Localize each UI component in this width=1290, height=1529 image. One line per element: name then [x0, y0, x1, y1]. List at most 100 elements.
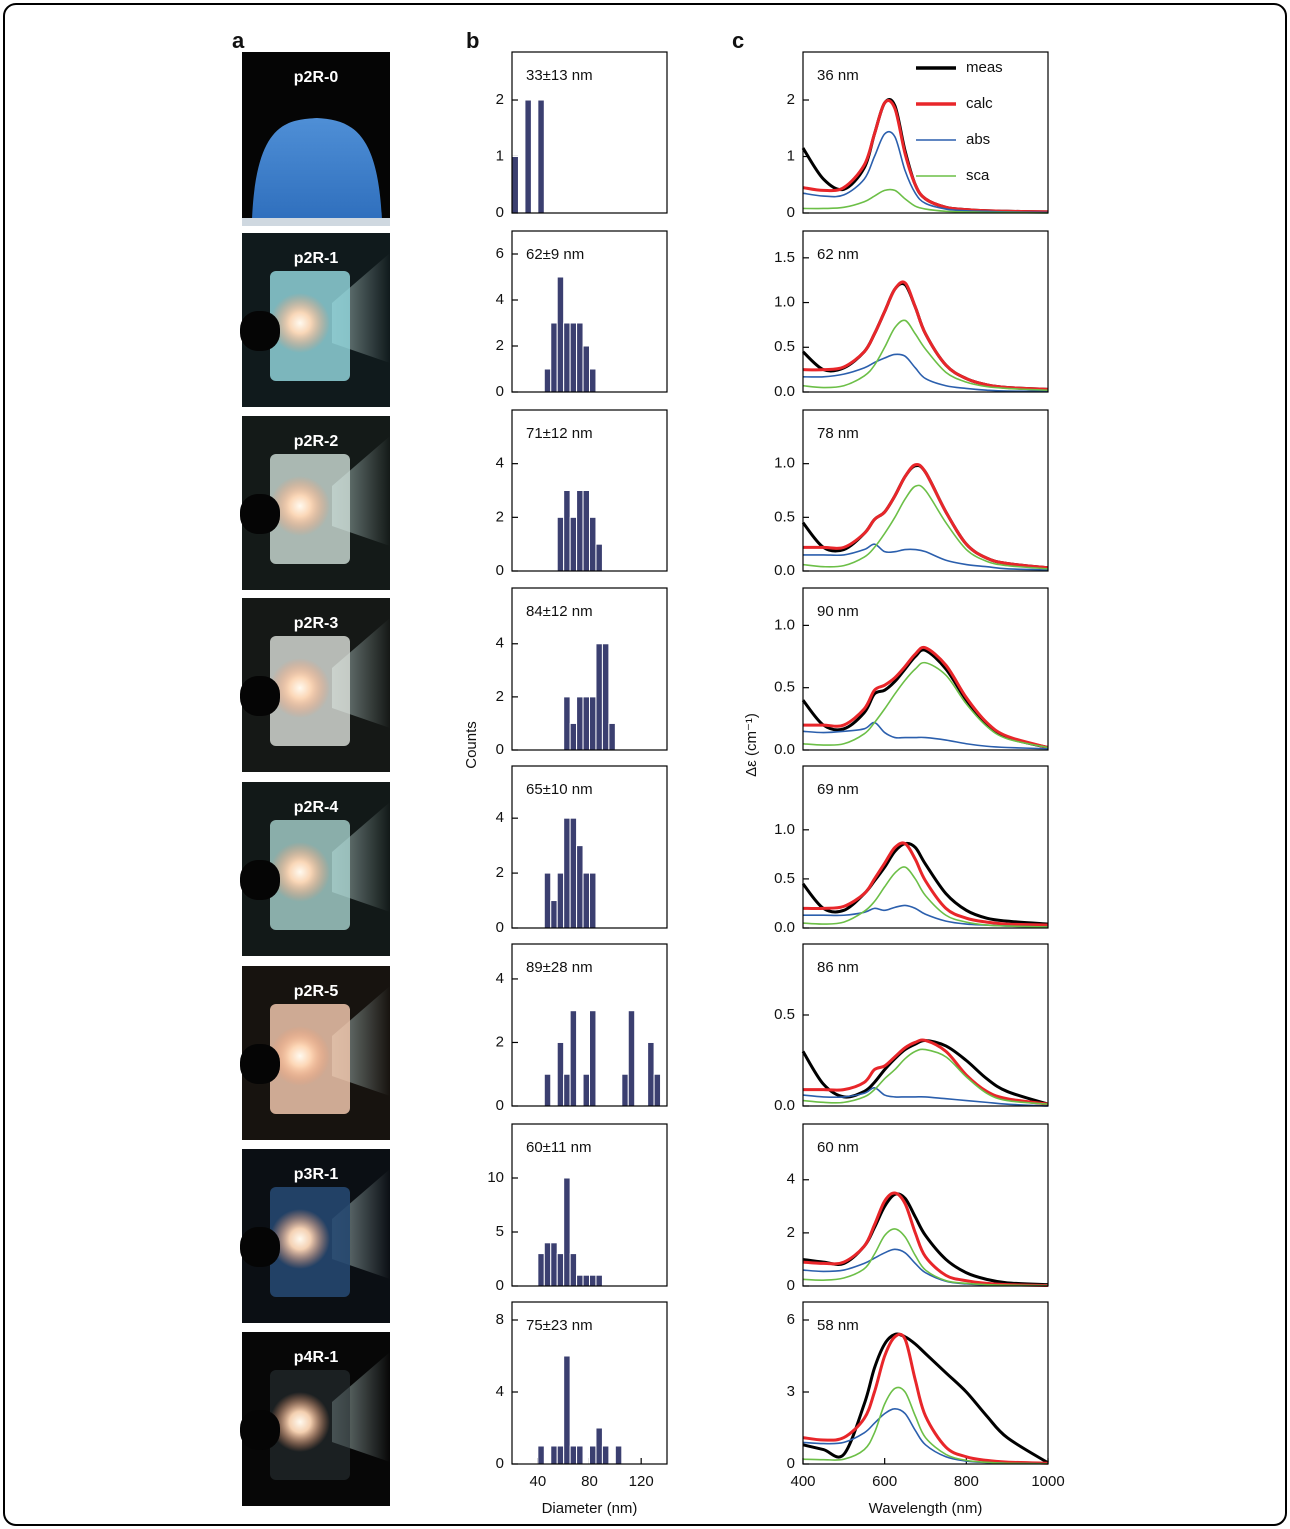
legend-label: meas: [966, 59, 1003, 76]
bar: [556, 872, 565, 929]
annotation: 71±12 nm: [526, 425, 593, 442]
histogram-chart: 0 2 4 65±10 nm: [496, 765, 668, 936]
series-line: [802, 1087, 1049, 1107]
annotation: 58 nm: [817, 1317, 859, 1334]
bar: [589, 1274, 597, 1287]
y-tick-label: 0: [496, 741, 504, 758]
series-line: [802, 130, 1049, 214]
annotation: 62±9 nm: [526, 246, 584, 263]
annotation: 86 nm: [817, 959, 859, 976]
x-tick-label: 120: [629, 1473, 654, 1490]
photo-glow: [270, 293, 330, 353]
legend-label: abs: [966, 131, 990, 148]
x-axis-label: Diameter (nm): [542, 1500, 638, 1517]
histogram-chart: 0 2 4 84±12 nm: [496, 587, 668, 758]
bar: [569, 722, 578, 751]
photo: p3R-1: [240, 1149, 390, 1323]
series-line: [802, 319, 1049, 392]
y-tick-label: 0.0: [774, 919, 795, 936]
bar: [589, 516, 597, 572]
series-line: [802, 353, 1049, 392]
y-tick-label: 0: [496, 1097, 504, 1114]
annotation: 75±23 nm: [526, 1317, 593, 1334]
y-tick-label: 4: [496, 291, 504, 308]
plot-frame: [802, 51, 1049, 214]
plot-frame: [802, 943, 1049, 1107]
bar: [601, 1445, 610, 1465]
line-chart: 0.0 0.5 1.0 78 nm: [774, 409, 1049, 579]
bar: [589, 1445, 597, 1465]
y-tick-label: 1.0: [774, 294, 795, 311]
series-line: [803, 543, 1049, 571]
histogram-chart: 0 2 4 71±12 nm: [496, 409, 668, 579]
bar: [608, 722, 616, 751]
line-chart: 0 2 4 60 nm: [787, 1123, 1049, 1294]
photo-base: [242, 218, 390, 226]
bar: [589, 1010, 597, 1107]
photo-light-source: [240, 1044, 280, 1084]
bar: [621, 1073, 629, 1107]
panel-label: b: [466, 28, 479, 53]
y-tick-label: 0: [787, 204, 795, 221]
photo-glow: [270, 842, 330, 902]
series-line: [802, 1386, 1049, 1465]
plot-frame: [802, 587, 1049, 751]
annotation: 62 nm: [817, 246, 859, 263]
bar: [576, 1445, 584, 1465]
photo: p2R-1: [240, 233, 390, 407]
y-tick-label: 2: [496, 337, 504, 354]
legend-label: sca: [966, 167, 990, 184]
bar: [563, 817, 571, 929]
bar: [569, 1253, 578, 1287]
bar: [569, 1010, 578, 1107]
bar: [595, 1274, 603, 1287]
y-tick-label: 1: [787, 147, 795, 164]
bar: [589, 696, 597, 751]
y-axis-label: Counts: [463, 721, 480, 769]
y-tick-label: 0.5: [774, 338, 795, 355]
y-tick-label: 6: [787, 1311, 795, 1328]
y-tick-label: 6: [496, 245, 504, 262]
y-tick-label: 3: [787, 1383, 795, 1400]
bar: [582, 1274, 591, 1287]
photo-glow: [270, 476, 330, 536]
bar: [595, 643, 603, 751]
bar: [569, 516, 578, 572]
histogram-chart: 0 2 4 89±28 nm: [496, 943, 668, 1114]
bar: [537, 1445, 545, 1465]
series-line: [802, 1191, 1049, 1287]
photo-light-source: [240, 1410, 280, 1450]
y-tick-label: 0: [496, 1277, 504, 1294]
y-tick-label: 0: [787, 1277, 795, 1294]
series-line: [802, 866, 1049, 928]
y-tick-label: 0: [496, 1455, 504, 1472]
y-tick-label: 0.5: [774, 679, 795, 696]
y-tick-label: 0: [496, 919, 504, 936]
photo-label: p2R-2: [294, 433, 339, 450]
y-axis-label: Δε (cm⁻¹): [743, 713, 760, 777]
y-tick-label: 4: [496, 635, 504, 652]
bar: [537, 1253, 545, 1287]
series-line: [802, 484, 1049, 570]
photo-label: p2R-1: [294, 250, 339, 267]
photo: p2R-5: [240, 966, 390, 1140]
bar: [582, 345, 591, 393]
y-tick-label: 2: [496, 864, 504, 881]
y-tick-label: 0.5: [774, 870, 795, 887]
y-tick-label: 1.0: [774, 821, 795, 838]
annotation: 78 nm: [817, 425, 859, 442]
bar: [627, 1010, 636, 1107]
plot-frame: [802, 1123, 1049, 1287]
photo-label: p2R-5: [294, 983, 339, 1000]
y-tick-label: 2: [496, 508, 504, 525]
bar: [556, 1041, 565, 1107]
plot-frame: [802, 765, 1049, 929]
annotation: 33±13 nm: [526, 67, 593, 84]
bar: [556, 1253, 565, 1287]
series-line: [802, 721, 1049, 750]
y-tick-label: 0.0: [774, 1097, 795, 1114]
line-chart: 0.0 0.5 86 nm: [774, 943, 1049, 1114]
bar: [576, 490, 584, 572]
bar: [543, 1073, 552, 1107]
